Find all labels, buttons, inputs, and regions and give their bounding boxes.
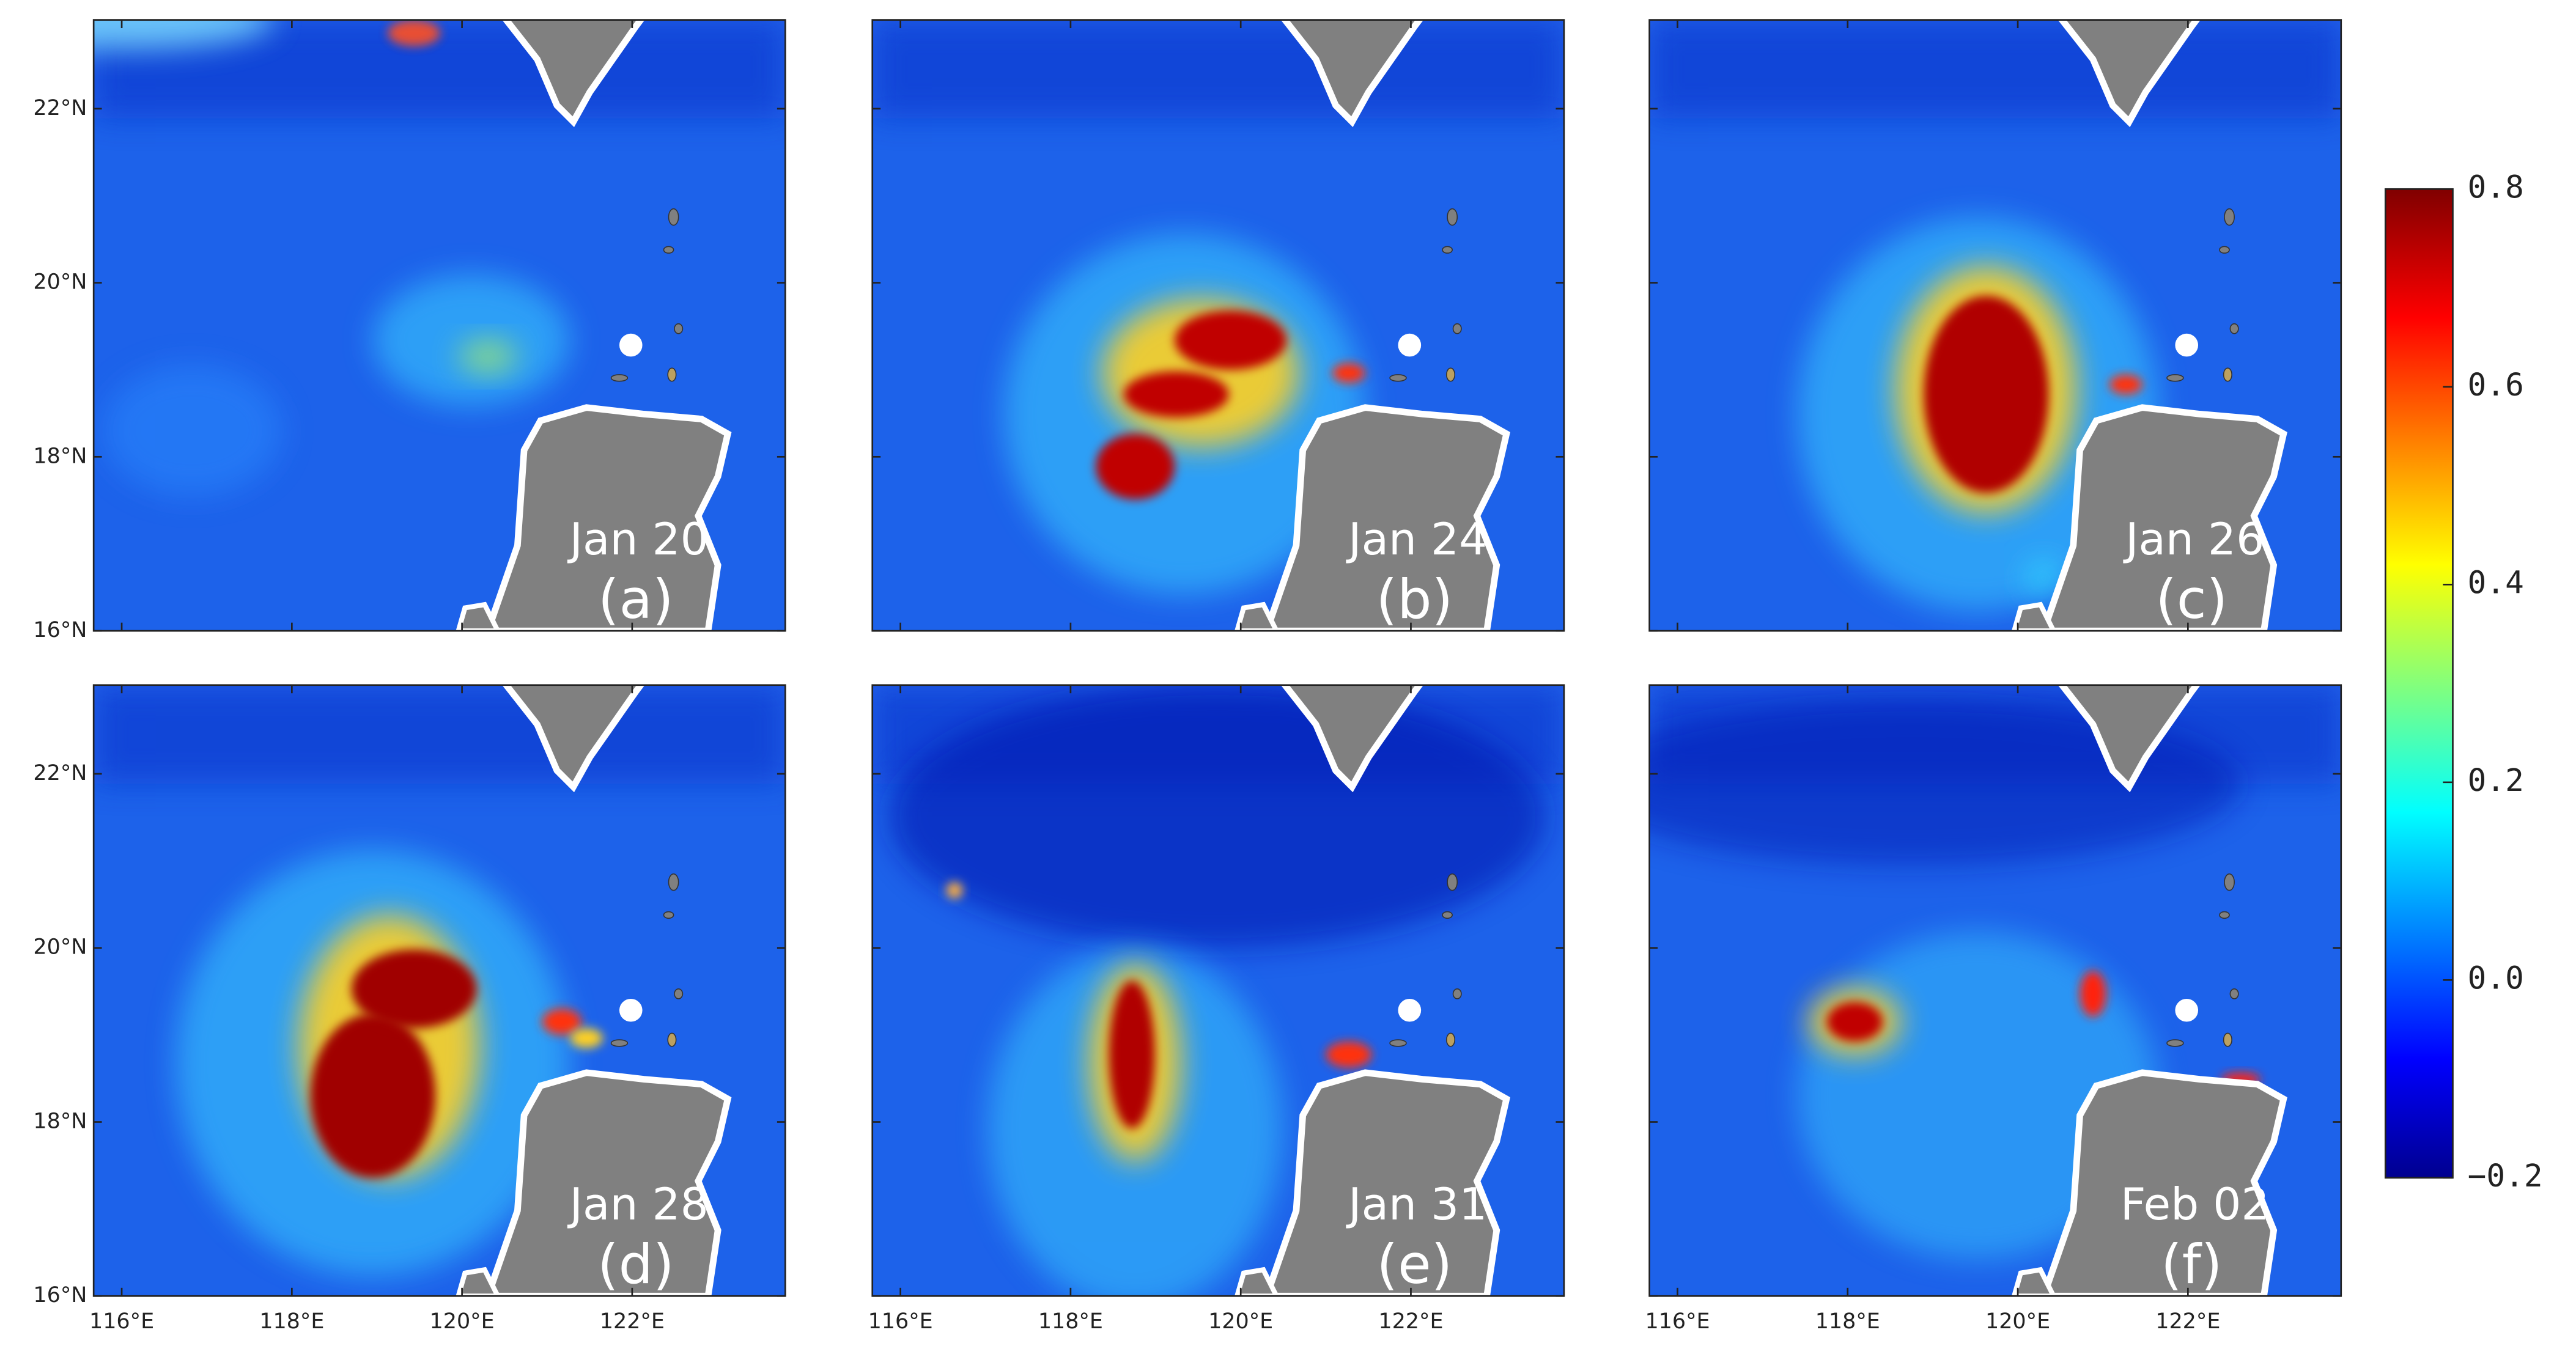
lon-tick-label: 116°E <box>89 1309 154 1334</box>
panel-letter: (d) <box>597 1233 674 1296</box>
field-feature <box>2080 971 2106 1017</box>
date-label: Feb 02 <box>2120 1179 2270 1230</box>
north-dark-band <box>1649 20 2341 119</box>
field-feature <box>1326 1041 1372 1068</box>
panel-letter: (c) <box>2155 568 2227 631</box>
north-dark-band <box>94 685 786 784</box>
lat-tick-label: 22°N <box>33 96 87 120</box>
panel-letter: (e) <box>1377 1233 1453 1296</box>
field-feature <box>372 274 570 406</box>
lat-tick-label: 20°N <box>33 935 87 960</box>
map-field <box>872 13 1564 631</box>
field-feature <box>1649 701 2241 866</box>
field-feature <box>310 1013 436 1178</box>
panel-frame <box>1648 19 2342 632</box>
date-label: Jan 31 <box>1346 1179 1487 1230</box>
colorbar-tick-label: 0.8 <box>2468 169 2524 205</box>
lon-tick-label: 118°E <box>1038 1309 1103 1334</box>
lat-tick-label: 16°N <box>33 618 87 642</box>
map-panel: Jan 31(e) 116°E 118°E 120°E 122°E <box>868 684 1565 1334</box>
panel-frame <box>871 684 1565 1297</box>
lon-tick-label: 122°E <box>600 1309 665 1334</box>
colorbar-tick-label: 0.2 <box>2468 763 2524 799</box>
date-label: Jan 20 <box>567 514 709 565</box>
lon-tick-label: 120°E <box>430 1309 495 1334</box>
map-field <box>1649 685 2341 1296</box>
panel-letter: (f) <box>2161 1233 2222 1296</box>
field-feature <box>351 949 477 1029</box>
field-feature <box>570 1028 603 1048</box>
map-panel: Feb 02(f) 116°E 118°E 120°E 122°E <box>1645 684 2342 1334</box>
map-panel: Jan 26(c) <box>1648 13 2342 632</box>
map-field <box>94 20 786 631</box>
colorbar-tick-label: 0.0 <box>2468 960 2524 996</box>
lon-tick-label: 120°E <box>1208 1309 1273 1334</box>
date-label: Jan 28 <box>567 1179 709 1230</box>
lat-tick-label: 22°N <box>33 761 87 785</box>
map-field <box>872 685 1564 1296</box>
field-feature <box>2024 558 2064 598</box>
colorbar-tick-label: −0.2 <box>2468 1158 2543 1194</box>
field-feature <box>1123 371 1229 417</box>
colorbar <box>2384 188 2454 1179</box>
panel-frame <box>92 684 786 1297</box>
field-feature <box>946 882 963 899</box>
panel-frame <box>871 19 1565 632</box>
field-feature <box>458 340 518 373</box>
lon-tick-label: 120°E <box>1985 1309 2050 1334</box>
field-feature <box>888 685 1546 948</box>
lon-tick-label: 122°E <box>2155 1309 2220 1334</box>
field-feature <box>1826 1002 1883 1042</box>
lat-tick-label: 20°N <box>33 270 87 295</box>
lon-tick-label: 116°E <box>868 1309 933 1334</box>
lon-tick-label: 118°E <box>259 1309 324 1334</box>
map-field <box>1649 13 2341 631</box>
field-feature <box>1175 311 1286 370</box>
map-panel: Jan 24(b) <box>871 13 1565 632</box>
field-feature <box>1924 295 2049 493</box>
field-feature <box>2109 374 2142 395</box>
date-label: Jan 26 <box>2123 514 2264 565</box>
lon-tick-label: 118°E <box>1815 1309 1880 1334</box>
map-field <box>94 685 786 1296</box>
field-feature <box>388 20 441 46</box>
map-panel: Jan 20(a) 16°N 18°N 20°N 22°N <box>33 19 786 642</box>
field-feature <box>94 20 275 50</box>
lat-tick-label: 18°N <box>33 1109 87 1133</box>
field-feature <box>542 1009 582 1035</box>
panel-letter: (a) <box>598 568 674 631</box>
lon-tick-label: 116°E <box>1645 1309 1710 1334</box>
north-dark-band <box>872 20 1564 119</box>
panel-frame <box>92 19 786 632</box>
lat-tick-label: 18°N <box>33 444 87 468</box>
lat-tick-label: 16°N <box>33 1283 87 1307</box>
map-panel: Jan 28(d) 116°E 118°E 120°E 122°E 16°N 18°N 20°… <box>33 684 786 1334</box>
panel-frame <box>1648 684 2342 1297</box>
date-label: Jan 24 <box>1346 514 1487 565</box>
field-feature <box>1096 433 1175 500</box>
lon-tick-label: 122°E <box>1378 1309 1443 1334</box>
colorbar-tick-label: 0.6 <box>2468 367 2524 403</box>
field-feature <box>1332 363 1365 383</box>
colorbar-tick-label: 0.4 <box>2468 565 2524 601</box>
field-feature <box>101 364 283 496</box>
field-feature <box>1109 980 1155 1129</box>
panel-letter: (b) <box>1376 568 1453 631</box>
